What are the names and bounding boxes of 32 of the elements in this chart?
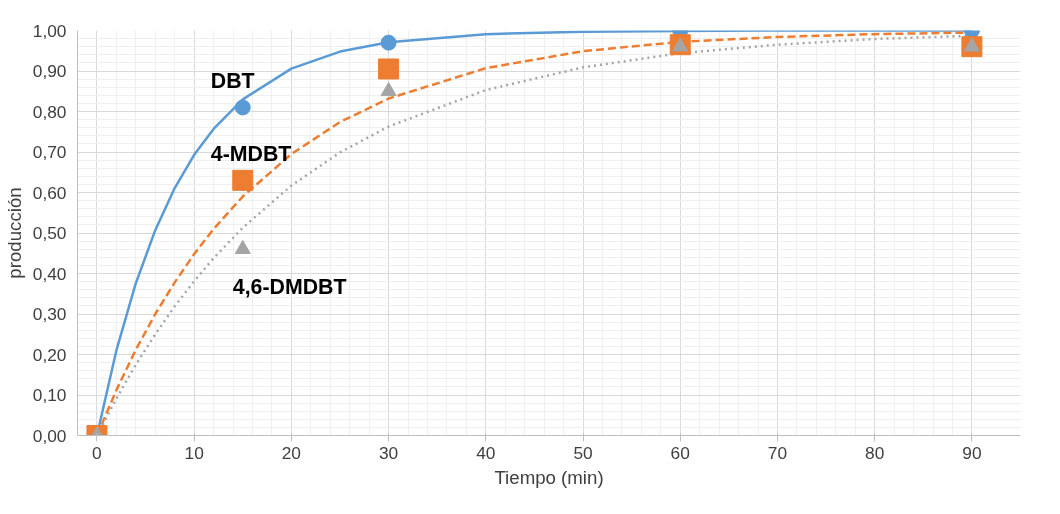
x-tick-label: 40 xyxy=(476,442,496,463)
x-tick-label: 0 xyxy=(92,442,102,463)
series-label: DBT xyxy=(210,69,255,94)
series-label: 4,6-DMDBT xyxy=(232,275,347,300)
x-tick-label: 20 xyxy=(281,442,302,463)
x-tick-label: 60 xyxy=(670,442,690,463)
x-tick-label: 10 xyxy=(184,442,204,463)
y-axis-title: producción xyxy=(3,187,25,279)
x-tick-label: 50 xyxy=(573,442,593,463)
point xyxy=(232,169,254,191)
point xyxy=(380,82,397,97)
x-axis-title: Tiempo (min) xyxy=(494,466,604,488)
y-tick-label: 0,50 xyxy=(32,223,67,243)
series-label: 4-MDBT xyxy=(210,142,292,167)
y-tick-label: 0,10 xyxy=(32,385,67,405)
point xyxy=(380,34,397,51)
point xyxy=(378,58,400,80)
point xyxy=(234,99,251,116)
point xyxy=(234,240,251,255)
x-tick-label: 80 xyxy=(865,442,885,463)
x-tick-label: 30 xyxy=(378,442,399,463)
y-tick-label: 0,70 xyxy=(32,142,67,162)
y-tick-label: 0,20 xyxy=(32,344,67,365)
y-tick-label: 0,80 xyxy=(32,101,67,122)
y-tick-label: 0,00 xyxy=(32,425,67,446)
y-tick-label: 0,90 xyxy=(32,61,67,81)
y-tick-label: 0,40 xyxy=(32,263,67,284)
x-tick-label: 70 xyxy=(767,442,788,463)
y-tick-label: 0,30 xyxy=(32,304,67,324)
y-tick-label: 1,00 xyxy=(32,20,67,41)
y-tick-label: 0,60 xyxy=(32,182,67,203)
x-tick-label: 90 xyxy=(962,442,982,463)
